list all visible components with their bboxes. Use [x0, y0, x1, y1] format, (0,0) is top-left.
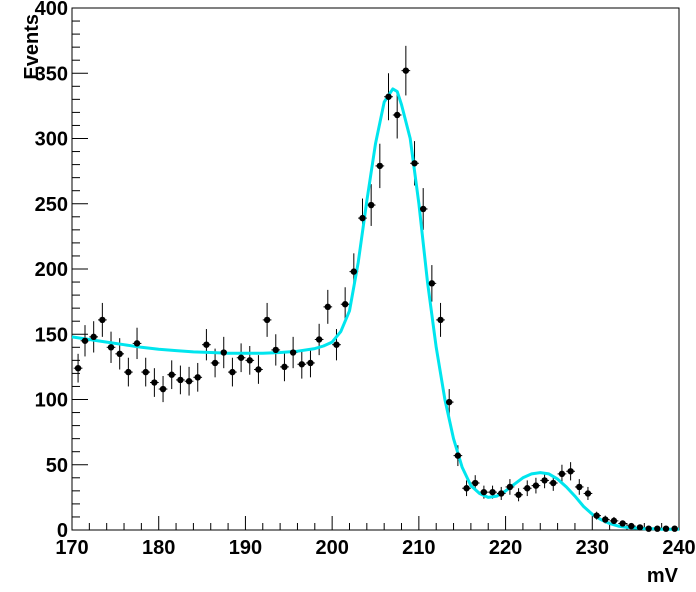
data-point — [307, 359, 314, 367]
data-point — [107, 344, 115, 351]
data-point — [211, 359, 219, 367]
y-tick-label: 100 — [35, 390, 68, 412]
data-point — [246, 357, 253, 364]
data-point — [645, 525, 652, 532]
y-tick-label: 300 — [35, 129, 68, 151]
y-tick-label: 150 — [35, 324, 68, 346]
x-tick-label: 190 — [229, 537, 262, 559]
x-axis-title: mV — [647, 565, 679, 587]
data-point — [567, 468, 574, 475]
x-axis: 170 180 190 200 210 220 230 240 — [55, 516, 696, 559]
data-point — [541, 477, 548, 484]
data-point — [359, 214, 366, 222]
y-tick-label: 200 — [35, 259, 68, 281]
data-point — [289, 349, 297, 356]
data-point — [341, 301, 349, 308]
data-point — [558, 470, 566, 478]
data-point — [255, 366, 262, 373]
data-point — [576, 483, 583, 491]
y-axis-title: Events — [21, 14, 43, 80]
data-point — [515, 491, 522, 498]
data-point — [367, 201, 375, 209]
data-point — [298, 361, 305, 368]
data-point — [168, 371, 175, 378]
x-tick-label: 170 — [55, 537, 88, 559]
data-point — [628, 522, 635, 530]
data-point — [472, 479, 479, 487]
data-point — [203, 341, 210, 348]
data-point — [116, 350, 123, 358]
data-point — [133, 340, 141, 347]
x-tick-label: 240 — [662, 537, 695, 559]
data-point — [506, 483, 514, 491]
data-point — [272, 346, 279, 354]
data-point — [99, 316, 106, 324]
data-point — [524, 485, 531, 492]
data-point — [220, 349, 227, 356]
data-point — [584, 490, 592, 497]
y-tick-label: 400 — [35, 0, 68, 20]
y-tick-label: 250 — [35, 194, 68, 216]
data-point — [281, 363, 288, 371]
data-point — [142, 368, 149, 376]
data-point — [237, 354, 245, 361]
data-point — [593, 512, 600, 519]
data-point — [602, 516, 609, 523]
x-tick-label: 180 — [142, 537, 175, 559]
y-tick-label: 50 — [46, 455, 68, 477]
data-point — [498, 490, 505, 497]
data-point — [411, 160, 418, 167]
data-point — [550, 479, 557, 487]
data-point — [90, 333, 97, 341]
data-point — [151, 379, 158, 386]
data-points — [74, 67, 678, 532]
data-point — [350, 268, 358, 275]
data-point — [393, 111, 401, 119]
data-point — [419, 205, 427, 213]
data-point — [229, 368, 236, 376]
data-point — [446, 398, 453, 406]
data-point — [385, 93, 392, 100]
data-point — [671, 525, 678, 532]
data-point — [654, 525, 661, 532]
data-point — [125, 368, 132, 376]
data-point — [185, 378, 193, 385]
data-point — [315, 336, 323, 343]
y-tick-label: 0 — [57, 520, 68, 542]
plot-frame — [71, 7, 680, 531]
data-point — [480, 488, 488, 496]
y-axis: 0 50 100 150 200 250 300 350 400 — [35, 0, 88, 542]
x-tick-label: 220 — [489, 537, 522, 559]
data-point — [636, 524, 644, 531]
data-point — [437, 316, 444, 324]
data-point — [454, 452, 462, 459]
data-point — [619, 520, 626, 527]
data-point — [74, 364, 82, 372]
y-tick-label: 350 — [35, 63, 68, 85]
data-point — [463, 485, 470, 492]
x-tick-label: 230 — [576, 537, 609, 559]
data-point — [489, 488, 496, 496]
data-point — [324, 303, 332, 311]
x-tick-label: 210 — [402, 537, 435, 559]
data-point — [159, 385, 167, 393]
data-point — [662, 525, 670, 532]
data-point — [428, 280, 436, 287]
data-point — [376, 162, 384, 170]
data-point — [194, 374, 201, 381]
data-point — [177, 376, 184, 384]
data-point — [402, 67, 410, 74]
data-point — [81, 337, 89, 344]
data-point — [532, 482, 540, 489]
x-tick-label: 200 — [315, 537, 348, 559]
data-point — [263, 316, 271, 324]
data-point — [333, 341, 340, 348]
data-point — [610, 517, 618, 525]
